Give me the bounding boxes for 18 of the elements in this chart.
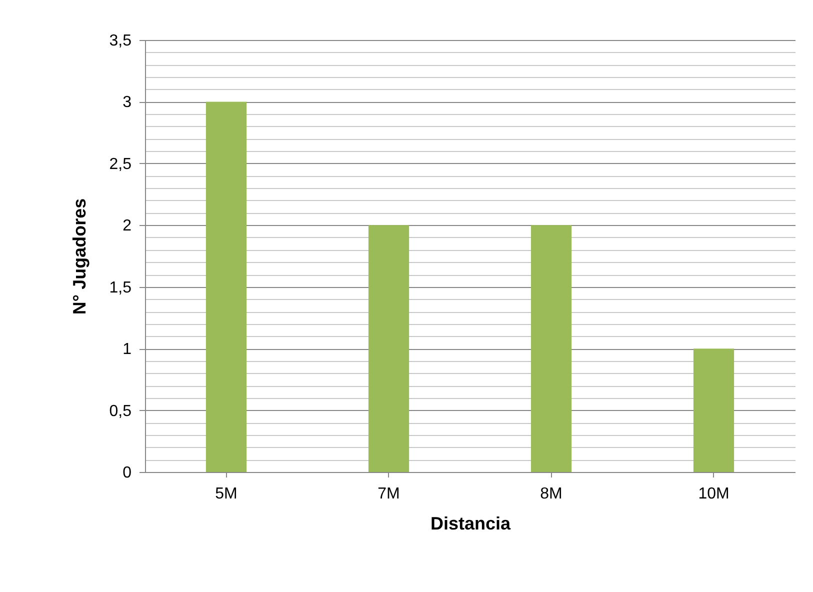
bar [206,102,247,472]
y-tick-label: 1 [122,341,132,358]
y-tick-label: 2 [122,218,132,235]
y-axis-title: N° Jugadores [69,198,90,315]
y-tick-label: 2,5 [109,156,132,173]
y-tick-label: 0,5 [109,402,132,420]
y-tick-label: 3 [122,94,132,112]
x-tick-label: 7M [378,486,400,502]
x-tick-label: 5M [215,486,238,502]
bar [530,225,572,472]
y-tick-label: 1,5 [109,279,132,296]
x-axis-title: Distancia [430,514,512,534]
bar [368,225,410,472]
bar [693,348,734,472]
y-tick-label: 0 [122,464,132,482]
y-tick-label: 3,5 [109,32,132,50]
x-tick-label: 8M [540,486,562,502]
x-tick-label: 10M [698,486,730,502]
